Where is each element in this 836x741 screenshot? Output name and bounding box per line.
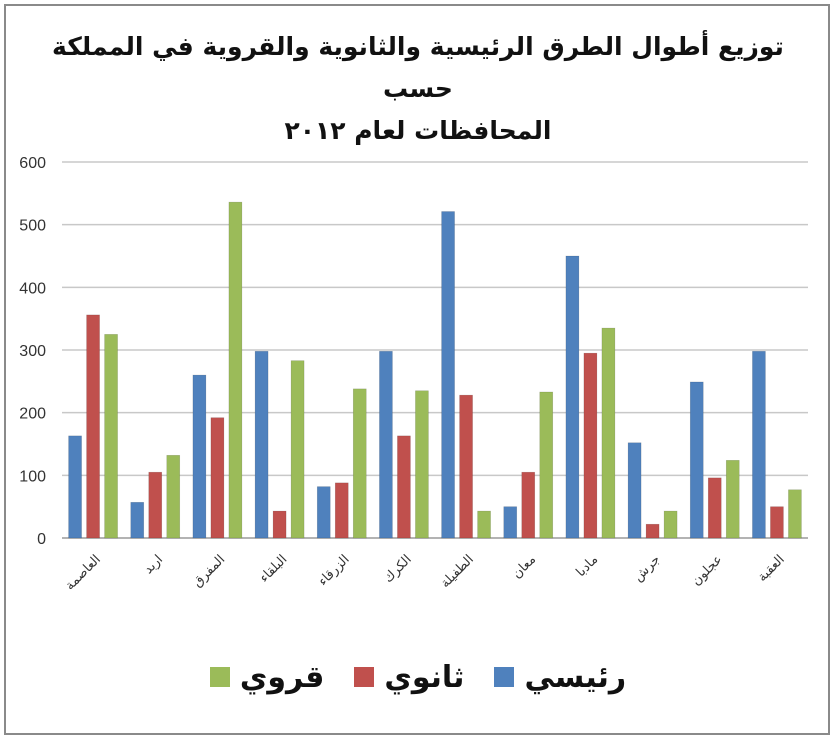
legend-label-rural: قروي <box>239 659 325 695</box>
category-label: الطفيلة <box>438 552 477 591</box>
y-tick-label: 300 <box>19 343 46 360</box>
bar-series-2-cat-8 <box>601 327 616 539</box>
bar-series-0-cat-2 <box>192 374 207 539</box>
bar-series-0-cat-0 <box>68 435 82 539</box>
category-label: اربد <box>141 552 166 577</box>
bar-series-0-cat-10 <box>689 381 704 539</box>
bar-series-2-cat-4 <box>352 388 367 539</box>
bar-series-1-cat-0 <box>86 314 100 539</box>
bar-series-1-cat-2 <box>210 417 225 539</box>
bar-series-0-cat-4 <box>316 486 331 539</box>
y-tick-label: 100 <box>19 468 46 485</box>
legend-item-secondary: ثانوي <box>354 660 464 695</box>
legend-swatch-rural <box>209 667 230 687</box>
legend-item-rural: قروي <box>209 659 325 695</box>
bar-series-0-cat-8 <box>565 255 580 539</box>
bar-series-2-cat-6 <box>477 510 491 539</box>
bar-series-0-cat-7 <box>503 506 518 539</box>
chart-frame <box>4 4 830 735</box>
chart-title-line-1: توزيع أطوال الطرق الرئيسية والثانوية وال… <box>52 32 784 103</box>
bar-series-1-cat-9 <box>645 523 660 539</box>
category-label: جرش <box>631 552 664 585</box>
category-label: مادبا <box>573 552 601 580</box>
bar-series-2-cat-11 <box>788 489 802 539</box>
bar-series-1-cat-6 <box>459 394 473 539</box>
bar-series-2-cat-10 <box>725 459 740 539</box>
bar-series-0-cat-6 <box>441 211 455 539</box>
bar-series-2-cat-5 <box>415 390 429 539</box>
bar-series-2-cat-0 <box>104 334 118 539</box>
legend: رئيسي ثانوي قروي <box>0 652 836 702</box>
category-label: المفرق <box>190 552 228 590</box>
bar-series-0-cat-1 <box>130 501 145 539</box>
bar-series-0-cat-11 <box>752 350 766 539</box>
bar-series-2-cat-3 <box>290 360 305 539</box>
chart-title: توزيع أطوال الطرق الرئيسية والثانوية وال… <box>40 26 796 152</box>
bar-series-0-cat-9 <box>627 442 642 539</box>
bar-series-0-cat-5 <box>379 350 393 539</box>
y-tick-label: 200 <box>19 406 46 423</box>
bar-series-1-cat-4 <box>334 482 349 539</box>
bar-series-1-cat-10 <box>707 477 722 539</box>
bar-series-2-cat-9 <box>663 510 678 539</box>
bar-series-1-cat-8 <box>583 352 598 539</box>
bar-series-2-cat-2 <box>228 201 243 539</box>
y-tick-label: 400 <box>19 280 46 297</box>
chart-title-line-2: المحافظات لعام ٢٠١٢ <box>284 116 552 145</box>
bar-series-0-cat-3 <box>254 350 269 539</box>
category-label: البلقاء <box>257 552 291 586</box>
legend-item-main: رئيسي <box>494 660 626 695</box>
bar-series-1-cat-11 <box>770 506 784 539</box>
category-label: معان <box>510 552 540 582</box>
bar-series-1-cat-5 <box>397 435 411 539</box>
legend-label-secondary: ثانوي <box>384 659 465 695</box>
y-tick-label: 600 <box>19 155 46 172</box>
category-label: العقبة <box>755 552 788 585</box>
y-tick-label: 500 <box>19 218 46 235</box>
category-label: عجلون <box>689 552 726 589</box>
bar-series-1-cat-1 <box>148 471 163 539</box>
y-tick-label: 0 <box>37 531 46 548</box>
bar-series-2-cat-1 <box>166 454 181 539</box>
category-label: الزرقاء <box>316 552 353 589</box>
bar-series-1-cat-7 <box>521 471 536 539</box>
legend-swatch-secondary <box>354 667 375 687</box>
legend-label-main: رئيسي <box>524 659 627 695</box>
legend-swatch-main <box>494 667 515 687</box>
category-label: العاصمة <box>63 552 104 593</box>
category-label: الكرك <box>381 552 415 586</box>
bar-series-1-cat-3 <box>272 510 287 539</box>
bar-series-2-cat-7 <box>539 391 554 539</box>
